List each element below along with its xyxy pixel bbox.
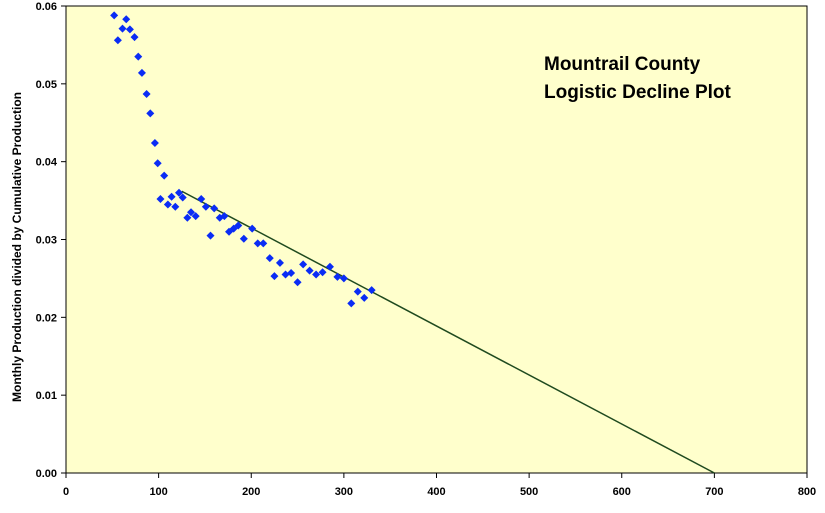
data-point-diamond (110, 11, 119, 20)
data-point-diamond (197, 195, 206, 204)
data-point-diamond (137, 68, 146, 77)
x-tick-label: 700 (705, 486, 723, 498)
chart-title-line-2: Logistic Decline Plot (544, 82, 732, 103)
data-point-diamond (248, 224, 257, 233)
x-tick-label: 300 (335, 486, 353, 498)
data-point-diamond (293, 278, 302, 287)
data-point-diamond (239, 234, 248, 243)
y-axis-ticks: 0.00 0.01 0.02 0.03 0.04 0.05 0.06 (36, 1, 66, 480)
data-point-diamond (210, 204, 219, 213)
data-point-diamond (201, 202, 210, 211)
y-tick-label: 0.03 (36, 235, 57, 247)
data-point-diamond (206, 231, 215, 240)
data-point-diamond (312, 270, 321, 279)
data-point-diamond (281, 270, 290, 279)
data-point-diamond (353, 287, 362, 296)
y-tick-label: 0.04 (36, 157, 58, 169)
x-tick-label: 600 (613, 486, 631, 498)
data-point-diamond (220, 212, 229, 221)
y-tick-label: 0.02 (36, 312, 57, 324)
data-point-diamond (318, 268, 327, 277)
data-point-diamond (146, 109, 155, 118)
data-point-diamond (160, 171, 169, 180)
data-point-diamond (125, 25, 134, 34)
data-point-diamond (270, 272, 279, 281)
x-tick-label: 400 (427, 486, 445, 498)
data-point-diamond (134, 52, 143, 61)
data-point-diamond (259, 239, 268, 248)
data-point-diamond (360, 293, 369, 302)
data-point-diamond (171, 202, 180, 211)
y-tick-label: 0.05 (36, 79, 57, 91)
data-point-diamond (305, 266, 314, 275)
y-tick-label: 0.00 (36, 468, 57, 480)
data-point-diamond (234, 221, 243, 230)
data-point-diamond (191, 212, 200, 221)
x-tick-label: 200 (242, 486, 260, 498)
data-point-diamond (142, 89, 151, 98)
data-point-diamond (163, 200, 172, 209)
x-tick-label: 500 (520, 486, 538, 498)
data-point-diamond (275, 258, 284, 267)
data-point-diamond (113, 36, 122, 45)
data-point-diamond (122, 15, 131, 24)
data-point-diamond (167, 192, 176, 201)
y-tick-label: 0.01 (36, 390, 57, 402)
data-points (110, 11, 376, 308)
x-tick-label: 100 (149, 486, 167, 498)
plot-area (65, 5, 808, 474)
data-point-diamond (153, 159, 162, 168)
data-point-diamond (178, 193, 187, 202)
data-point-diamond (265, 254, 274, 263)
y-tick-label: 0.06 (36, 1, 57, 13)
x-tick-label: 0 (63, 486, 69, 498)
data-point-diamond (187, 208, 196, 217)
chart-title-line-1: Mountrail County (544, 54, 701, 75)
data-point-diamond (175, 188, 184, 197)
x-axis-ticks: 0 100 200 300 400 500 600 700 800 (63, 473, 816, 498)
data-point-diamond (367, 286, 376, 295)
logistic-trend-line (181, 190, 715, 474)
data-point-diamond (299, 260, 308, 269)
data-point-diamond (333, 272, 342, 281)
y-axis-label: Monthly Production divided by Cumulative… (10, 92, 24, 402)
data-point-diamond (339, 274, 348, 283)
x-tick-label: 800 (798, 486, 816, 498)
data-point-diamond (130, 33, 139, 42)
data-point-diamond (118, 24, 127, 33)
data-point-diamond (253, 239, 262, 248)
data-point-diamond (183, 213, 192, 222)
data-point-diamond (287, 268, 296, 277)
data-point-diamond (156, 195, 165, 204)
data-point-diamond (347, 299, 356, 308)
data-point-diamond (150, 138, 159, 147)
data-point-diamond (325, 262, 334, 271)
